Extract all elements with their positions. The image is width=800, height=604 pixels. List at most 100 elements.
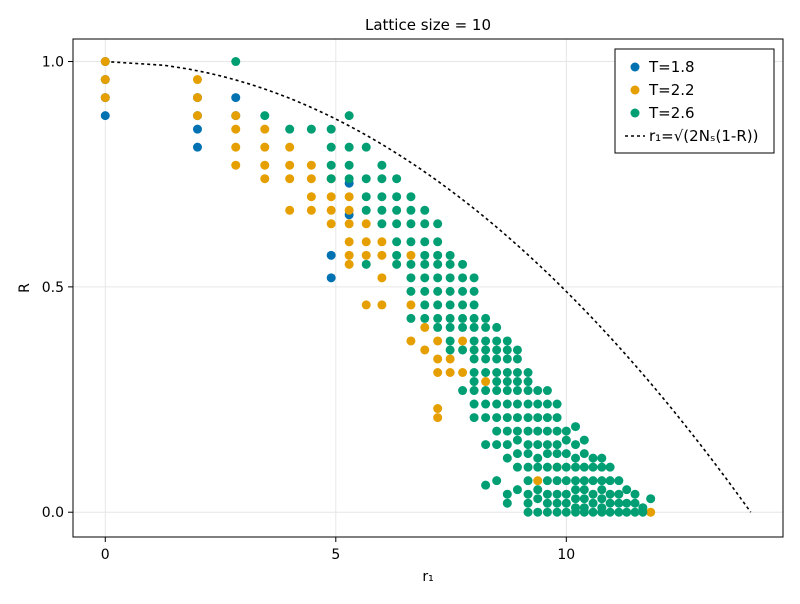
- data-point: [469, 286, 479, 296]
- series-3-points: [231, 57, 656, 517]
- data-point: [622, 498, 632, 508]
- data-point: [361, 250, 371, 260]
- data-point: [344, 160, 354, 170]
- data-points: [100, 57, 656, 517]
- data-point: [392, 205, 402, 215]
- data-point: [433, 259, 443, 269]
- data-point: [552, 498, 562, 508]
- data-point: [597, 485, 607, 495]
- data-point: [285, 174, 295, 184]
- series-2-points: [100, 57, 656, 517]
- data-point: [523, 386, 533, 396]
- data-point: [512, 354, 522, 364]
- data-point: [469, 313, 479, 323]
- data-point: [344, 259, 354, 269]
- data-point: [481, 480, 491, 490]
- data-point: [260, 124, 270, 134]
- data-point: [326, 205, 336, 215]
- data-point: [552, 440, 562, 450]
- data-point: [614, 476, 624, 486]
- data-point: [231, 142, 241, 152]
- data-point: [502, 399, 512, 409]
- data-point: [344, 250, 354, 260]
- data-point: [344, 111, 354, 121]
- data-point: [579, 435, 589, 445]
- data-point: [579, 449, 589, 459]
- data-point: [469, 413, 479, 423]
- data-point: [458, 322, 468, 332]
- data-point: [533, 485, 543, 495]
- data-point: [552, 462, 562, 472]
- data-point: [285, 124, 295, 134]
- data-point: [502, 453, 512, 463]
- data-point: [533, 494, 543, 504]
- data-point: [469, 322, 479, 332]
- data-point: [445, 313, 455, 323]
- x-tick-label: 0: [101, 547, 110, 563]
- data-point: [406, 250, 416, 260]
- data-point: [588, 462, 598, 472]
- data-point: [469, 354, 479, 364]
- data-point: [285, 160, 295, 170]
- data-point: [502, 345, 512, 355]
- data-point: [533, 399, 543, 409]
- data-point: [433, 413, 443, 423]
- data-point: [588, 476, 598, 486]
- data-point: [552, 399, 562, 409]
- legend-marker: [630, 108, 640, 118]
- data-point: [481, 368, 491, 377]
- data-point: [492, 413, 502, 423]
- data-point: [192, 75, 202, 85]
- data-point: [306, 124, 316, 134]
- data-point: [502, 377, 512, 387]
- data-point: [433, 336, 443, 346]
- data-point: [542, 426, 552, 436]
- data-point: [646, 507, 656, 517]
- data-point: [433, 313, 443, 323]
- data-point: [433, 322, 443, 332]
- data-point: [561, 476, 571, 486]
- data-point: [344, 219, 354, 229]
- data-point: [492, 386, 502, 396]
- data-point: [605, 462, 615, 472]
- data-point: [523, 462, 533, 472]
- data-point: [392, 237, 402, 247]
- data-point: [361, 237, 371, 247]
- data-point: [326, 273, 336, 283]
- data-point: [502, 413, 512, 423]
- data-point: [326, 160, 336, 170]
- data-point: [502, 426, 512, 436]
- data-point: [597, 507, 607, 517]
- data-point: [392, 250, 402, 260]
- data-point: [542, 386, 552, 396]
- data-point: [523, 426, 533, 436]
- data-point: [433, 300, 443, 310]
- data-point: [523, 377, 533, 387]
- data-point: [231, 124, 241, 134]
- data-point: [433, 286, 443, 296]
- data-point: [561, 426, 571, 436]
- data-point: [420, 205, 430, 215]
- data-point: [533, 386, 543, 396]
- data-point: [552, 449, 562, 459]
- legend-label: r₁=√(2Nₛ(1-R)): [649, 127, 758, 145]
- data-point: [523, 413, 533, 423]
- data-point: [552, 476, 562, 486]
- data-point: [445, 322, 455, 332]
- data-point: [542, 462, 552, 472]
- data-point: [377, 273, 387, 283]
- data-point: [420, 250, 430, 260]
- data-point: [377, 192, 387, 202]
- data-point: [445, 354, 455, 364]
- y-tick-label: 0.5: [42, 280, 64, 296]
- data-point: [344, 192, 354, 202]
- data-point: [492, 354, 502, 364]
- data-point: [260, 174, 270, 184]
- y-tick-label: 1.0: [42, 55, 64, 71]
- data-point: [406, 259, 416, 269]
- data-point: [492, 336, 502, 346]
- data-point: [481, 399, 491, 409]
- data-point: [445, 345, 455, 355]
- data-point: [571, 422, 581, 432]
